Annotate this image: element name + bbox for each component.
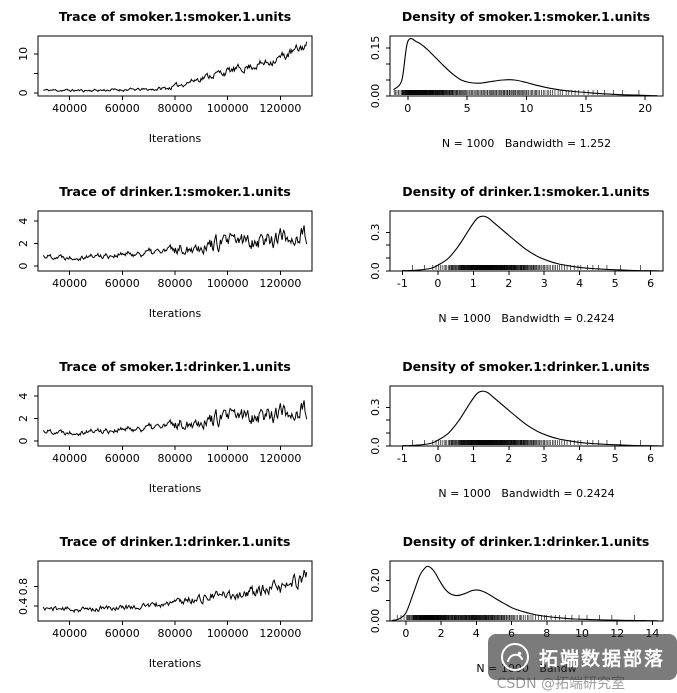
chart-title: Density of drinker.1:drinker.1.units (402, 534, 650, 549)
svg-text:0: 0 (17, 437, 30, 444)
trace-plot-smoker1-smoker1: 40000 60000 80000 100000 120000 0 10 Iterations (17, 35, 313, 145)
svg-text:0.00: 0.00 (369, 84, 382, 109)
svg-text:60000: 60000 (105, 452, 140, 465)
svg-text:15: 15 (579, 102, 593, 115)
svg-text:120000: 120000 (259, 452, 301, 465)
svg-text:10: 10 (520, 102, 534, 115)
svg-text:3: 3 (541, 277, 548, 290)
svg-text:120000: 120000 (259, 102, 301, 115)
svg-text:0: 0 (17, 89, 30, 96)
svg-text:60000: 60000 (105, 277, 140, 290)
panel-trace-drinker1-drinker1: Trace of drinker.1:drinker.1.units 40000… (0, 525, 338, 693)
svg-text:120000: 120000 (259, 277, 301, 290)
svg-text:40000: 40000 (52, 452, 87, 465)
svg-text:60000: 60000 (105, 102, 140, 115)
svg-text:0.4: 0.4 (17, 597, 30, 615)
chart-title: Density of smoker.1:drinker.1.units (402, 359, 650, 374)
svg-text:0.3: 0.3 (369, 224, 382, 242)
trace-plot-smoker1-drinker1: 40000 60000 80000 100000 120000 0 2 4 Iterations (17, 385, 313, 495)
svg-text:2: 2 (505, 277, 512, 290)
svg-text:4: 4 (576, 452, 583, 465)
svg-text:0: 0 (402, 627, 409, 640)
svg-text:0: 0 (434, 452, 441, 465)
svg-text:80000: 80000 (158, 452, 193, 465)
svg-text:2: 2 (17, 240, 30, 247)
brand-logo-icon (500, 642, 530, 672)
svg-text:Iterations: Iterations (149, 657, 202, 670)
svg-text:6: 6 (647, 277, 654, 290)
svg-text:80000: 80000 (158, 102, 193, 115)
svg-text:0: 0 (434, 277, 441, 290)
svg-text:N = 1000 Bandwidth = 0.2424: N = 1000 Bandwidth = 0.2424 (438, 487, 614, 500)
chart-title: Trace of smoker.1:drinker.1.units (59, 359, 291, 374)
panel-density-smoker1-smoker1: Density of smoker.1:smoker.1.units 0 5 10 1… (338, 0, 677, 175)
panel-trace-smoker1-smoker1: Trace of smoker.1:smoker.1.units 40000 60… (0, 0, 338, 175)
svg-text:6: 6 (508, 627, 515, 640)
svg-text:4: 4 (576, 277, 583, 290)
density-plot-smoker1-smoker1: 0 5 10 15 20 0.00 0.15 N = 1000 Bandwidth = 1.2… (369, 35, 664, 150)
svg-text:0.15: 0.15 (369, 36, 382, 61)
svg-text:10: 10 (17, 47, 30, 61)
svg-text:40000: 40000 (52, 627, 87, 640)
panel-density-drinker1-smoker1: Density of drinker.1:smoker.1.units -1 0 1… (338, 175, 677, 350)
svg-text:2: 2 (17, 415, 30, 422)
svg-text:N = 1000 Bandwidth = 1.252: N = 1000 Bandwidth = 1.252 (442, 137, 611, 150)
svg-text:4: 4 (473, 627, 480, 640)
svg-text:80000: 80000 (158, 627, 193, 640)
svg-text:4: 4 (17, 393, 30, 400)
svg-text:0.0: 0.0 (369, 262, 382, 280)
svg-text:Iterations: Iterations (149, 307, 202, 320)
panel-trace-drinker1-smoker1: Trace of drinker.1:smoker.1.units 40000 6… (0, 175, 338, 350)
density-plot-drinker1-smoker1: -1 0 1 2 3 4 5 6 0.0 0.3 N = 1000 Bandwidth = 0.24… (369, 210, 664, 325)
svg-text:100000: 100000 (207, 452, 249, 465)
watermark-brand-box: 拓端数据部落 (487, 634, 677, 680)
svg-text:4: 4 (17, 218, 30, 225)
svg-text:Iterations: Iterations (149, 482, 202, 495)
svg-text:80000: 80000 (158, 277, 193, 290)
svg-text:0.0: 0.0 (369, 437, 382, 455)
trace-plot-drinker1-smoker1: 40000 60000 80000 100000 120000 0 2 4 Iterations (17, 210, 313, 320)
svg-text:20: 20 (638, 102, 652, 115)
svg-text:0.20: 0.20 (369, 568, 382, 593)
chart-title: Trace of drinker.1:drinker.1.units (59, 534, 291, 549)
svg-text:N = 1000 Bandwidth = 0.2424: N = 1000 Bandwidth = 0.2424 (438, 312, 614, 325)
svg-text:0: 0 (17, 262, 30, 269)
svg-text:0.00: 0.00 (369, 609, 382, 634)
svg-text:2: 2 (438, 627, 445, 640)
svg-text:Iterations: Iterations (149, 132, 202, 145)
svg-text:-1: -1 (397, 277, 408, 290)
chart-title: Trace of drinker.1:smoker.1.units (59, 184, 291, 199)
svg-text:5: 5 (612, 452, 619, 465)
svg-text:100000: 100000 (207, 102, 249, 115)
svg-text:8: 8 (543, 627, 550, 640)
chart-title: Density of drinker.1:smoker.1.units (402, 184, 650, 199)
svg-text:0.3: 0.3 (369, 399, 382, 417)
watermark-brand-text: 拓端数据部落 (538, 647, 665, 670)
svg-text:40000: 40000 (52, 102, 87, 115)
trace-plot-drinker1-drinker1: 40000 60000 80000 100000 120000 0.40.8 Iterati… (17, 560, 313, 670)
svg-text:3: 3 (541, 452, 548, 465)
svg-text:0.8: 0.8 (17, 578, 30, 596)
svg-text:1: 1 (470, 277, 477, 290)
svg-text:120000: 120000 (259, 627, 301, 640)
panel-density-smoker1-drinker1: Density of smoker.1:drinker.1.units -1 0 1… (338, 350, 677, 525)
watermark-csdn-text: CSDN @拓端研究室 (496, 676, 625, 692)
svg-text:-1: -1 (397, 452, 408, 465)
svg-text:0: 0 (404, 102, 411, 115)
svg-text:60000: 60000 (105, 627, 140, 640)
chart-title: Density of smoker.1:smoker.1.units (401, 9, 651, 24)
svg-text:6: 6 (647, 452, 654, 465)
chart-title: Trace of smoker.1:smoker.1.units (58, 9, 292, 24)
svg-text:100000: 100000 (207, 627, 249, 640)
svg-text:5: 5 (464, 102, 471, 115)
svg-text:100000: 100000 (207, 277, 249, 290)
panel-trace-smoker1-drinker1: Trace of smoker.1:drinker.1.units 40000 6… (0, 350, 338, 525)
svg-text:1: 1 (470, 452, 477, 465)
svg-text:5: 5 (612, 277, 619, 290)
density-plot-smoker1-drinker1: -1 0 1 2 3 4 5 6 0.0 0.3 N = 1000 Bandwidth = 0.24… (369, 385, 664, 500)
svg-text:40000: 40000 (52, 277, 87, 290)
svg-text:2: 2 (505, 452, 512, 465)
